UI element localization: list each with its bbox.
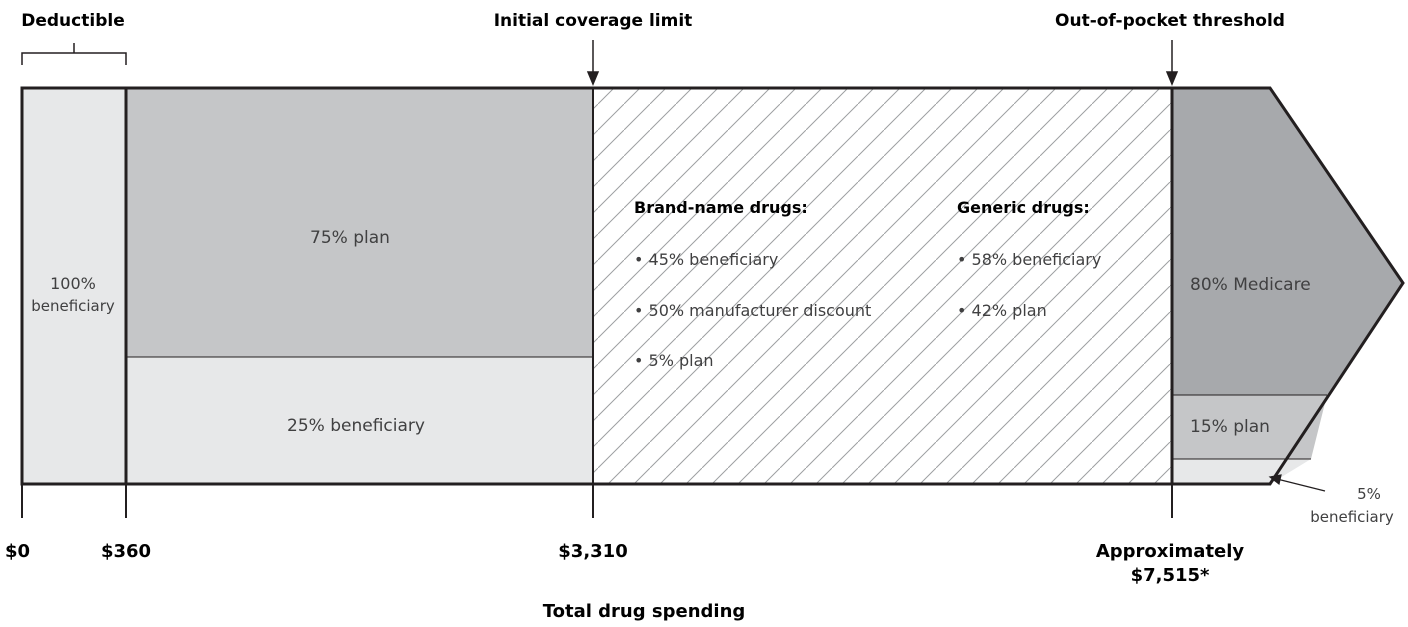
deductible-share-line2: beneficiary [31,297,115,315]
deductible-label: Deductible [21,11,124,31]
initial-coverage-limit-label: Initial coverage limit [494,11,693,31]
deductible-segment [22,88,126,484]
catastrophic-plan-share: 15% plan [1190,417,1270,437]
initial-plan-share: 75% plan [310,228,390,248]
generic-heading: Generic drugs: [957,198,1090,217]
tick-marks [21,484,1173,518]
coverage-gap-segment [593,88,1172,484]
brand-item: • 50% manufacturer discount [634,301,871,320]
initial-beneficiary-segment [126,357,593,484]
tick-label-0: $0 [5,541,30,562]
tick-label-360: $360 [101,541,151,562]
initial-beneficiary-share: 25% beneficiary [287,416,425,436]
deductible-bracket [21,43,127,65]
tick-label-approximately: Approximately [1096,541,1245,562]
initial-coverage-arrow [586,40,600,86]
catastrophic-medicare-segment [1172,88,1403,395]
catastrophic-medicare-share: 80% Medicare [1190,275,1311,295]
out-of-pocket-arrow [1165,40,1179,86]
brand-item: • 45% beneficiary [634,250,778,269]
tick-label-7515: $7,515* [1131,565,1210,586]
initial-plan-segment [126,88,593,357]
catastrophic-beneficiary-segment [1172,459,1311,484]
tick-label-3310: $3,310 [558,541,627,562]
diagram-outline [20,86,1405,486]
catastrophic-beneficiary-line1: 5% [1357,485,1381,503]
out-of-pocket-threshold-label: Out-of-pocket threshold [1055,11,1285,31]
brand-name-heading: Brand-name drugs: [634,198,808,217]
catastrophic-beneficiary-line2: beneficiary [1310,508,1394,526]
generic-item: • 58% beneficiary [957,250,1101,269]
deductible-share-line1: 100% [50,274,96,293]
brand-item: • 5% plan [634,351,714,370]
catastrophic-plan-segment [1172,395,1327,459]
x-axis-title: Total drug spending [543,601,746,622]
generic-item: • 42% plan [957,301,1047,320]
beneficiary-pointer [1268,474,1326,492]
